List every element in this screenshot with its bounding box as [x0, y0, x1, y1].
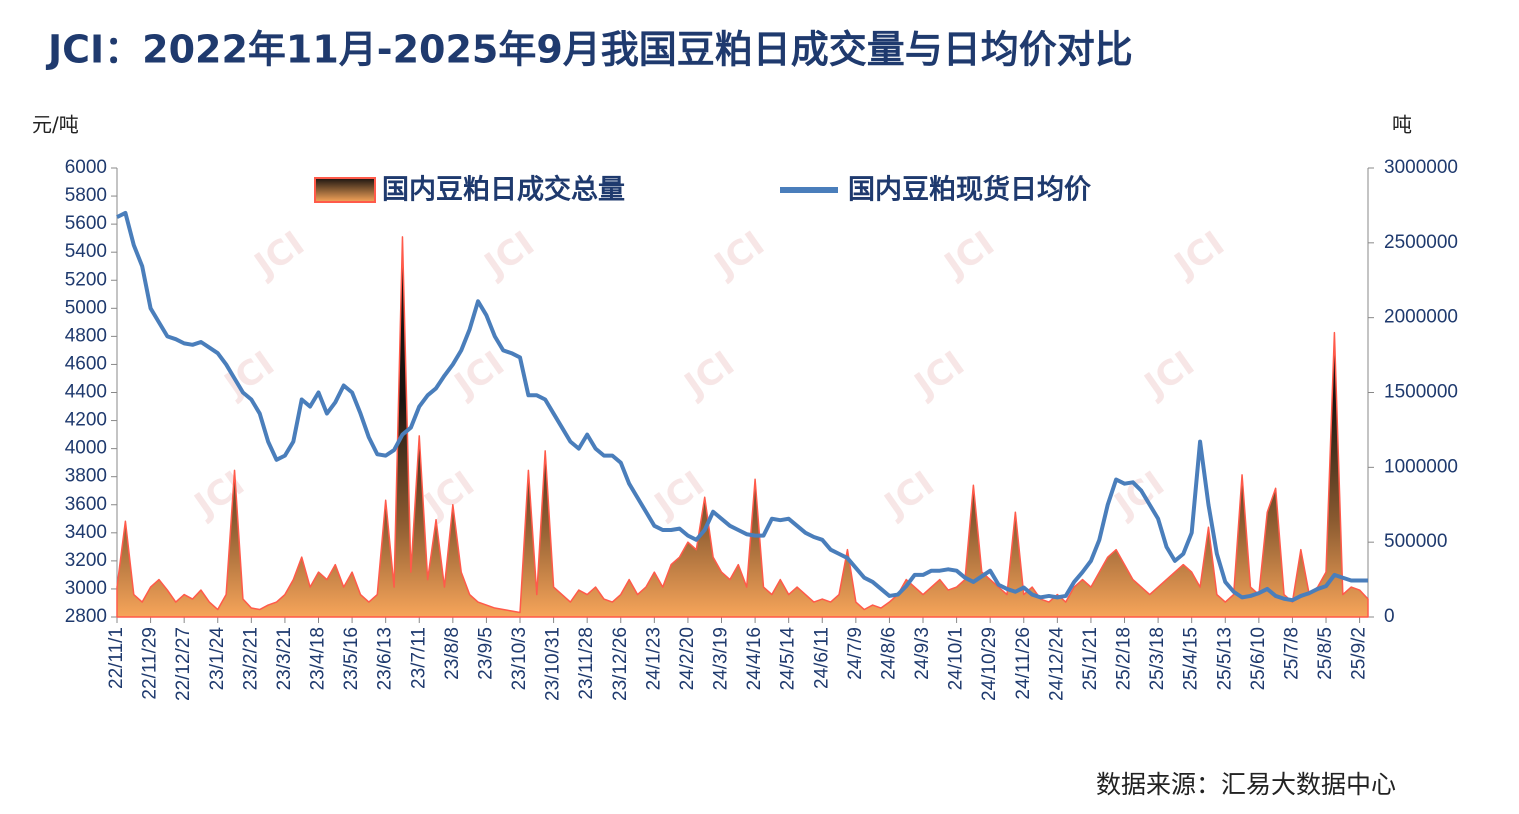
- watermark: JCI: [906, 344, 972, 407]
- x-tick-label: 23/11/28: [576, 627, 597, 700]
- watermark: JCI: [186, 464, 252, 527]
- y2-axis-label: 吨: [1392, 113, 1412, 137]
- x-tick-label: 23/12/26: [610, 627, 631, 701]
- y-tick-label: 4400: [65, 382, 107, 403]
- x-tick-label: 23/7/11: [408, 627, 429, 689]
- source-note: 数据来源：汇易大数据中心: [1096, 770, 1396, 799]
- x-tick-label: 23/3/21: [274, 627, 295, 690]
- y-tick-label: 3600: [65, 494, 107, 515]
- x-tick-label: 24/6/11: [811, 627, 832, 689]
- x-tick-label: 25/7/8: [1281, 627, 1302, 680]
- y2-tick-label: 0: [1384, 606, 1395, 627]
- y-tick-label: 4200: [65, 410, 107, 431]
- x-tick-label: 24/5/14: [778, 627, 799, 691]
- y-tick-label: 5200: [65, 269, 107, 290]
- y-axis-label: 元/吨: [32, 113, 79, 137]
- x-tick-label: 24/3/19: [711, 627, 732, 690]
- x-tick-label: 25/9/2: [1349, 627, 1370, 680]
- y2-tick-label: 1500000: [1384, 382, 1458, 403]
- y-tick-label: 5600: [65, 213, 107, 234]
- y-tick-label: 3400: [65, 522, 107, 543]
- y-tick-label: 4600: [65, 353, 107, 374]
- price-line: [116, 210, 1368, 603]
- x-tick-label: 24/10/1: [946, 627, 967, 690]
- x-tick-label: 25/3/18: [1147, 627, 1168, 690]
- watermark: JCI: [936, 224, 1002, 287]
- y-tick-label: 5400: [65, 241, 107, 262]
- x-tick-label: 24/8/6: [878, 627, 899, 680]
- x-tick-label: 24/10/29: [979, 627, 1000, 701]
- watermark: JCI: [446, 344, 512, 407]
- x-tick-label: 24/12/24: [1046, 627, 1067, 701]
- x-tick-label: 22/11/29: [140, 627, 161, 700]
- volume-area: [116, 236, 1369, 618]
- chart-title: JCI：2022年11月-2025年9月我国豆粕日成交量与日均价对比: [45, 28, 1133, 72]
- watermark: JCI: [876, 464, 942, 527]
- x-tick-label: 23/8/8: [442, 627, 463, 680]
- x-tick-label: 24/9/3: [912, 627, 933, 680]
- x-tick-label: 25/2/18: [1114, 627, 1135, 690]
- y2-tick-label: 3000000: [1384, 157, 1458, 178]
- y-tick-label: 2800: [65, 606, 107, 627]
- x-tick-label: 23/10/3: [509, 627, 530, 690]
- x-tick-label: 23/10/31: [543, 627, 564, 701]
- x-tick-label: 23/9/5: [475, 627, 496, 680]
- x-tick-label: 25/4/15: [1181, 627, 1202, 690]
- watermark: JCI: [476, 224, 542, 287]
- y2-tick-label: 2500000: [1384, 232, 1458, 253]
- watermark: JCI: [416, 464, 482, 527]
- legend-swatch-area: [314, 177, 376, 203]
- x-tick-label: 23/1/24: [207, 627, 228, 691]
- x-tick-label: 24/2/20: [677, 627, 698, 690]
- x-tick-label: 24/7/9: [845, 627, 866, 680]
- y-tick-label: 3800: [65, 466, 107, 487]
- watermark: JCI: [1166, 224, 1232, 287]
- y-tick-label: 3200: [65, 550, 107, 571]
- y2-tick-label: 1000000: [1384, 456, 1458, 477]
- x-tick-label: 23/6/13: [375, 627, 396, 690]
- y2-tick-label: 2000000: [1384, 307, 1458, 328]
- x-tick-label: 25/8/5: [1315, 627, 1336, 680]
- x-tick-label: 23/4/18: [308, 627, 329, 690]
- watermark: JCI: [706, 224, 772, 287]
- y-tick-label: 4800: [65, 325, 107, 346]
- y-tick-label: 4000: [65, 438, 107, 459]
- x-tick-label: 24/4/16: [744, 627, 765, 690]
- watermark: JCI: [676, 344, 742, 407]
- x-tick-label: 22/12/27: [173, 627, 194, 701]
- x-tick-label: 23/2/21: [240, 627, 261, 690]
- y-tick-label: 5000: [65, 297, 107, 318]
- x-tick-label: 25/5/13: [1214, 627, 1235, 690]
- y-tick-label: 6000: [65, 157, 107, 178]
- x-tick-label: 24/1/23: [643, 627, 664, 690]
- legend-label: 国内豆粕现货日均价: [848, 174, 1092, 206]
- y-tick-label: 5800: [65, 185, 107, 206]
- y2-tick-label: 500000: [1384, 531, 1447, 552]
- watermark: JCI: [1136, 344, 1202, 407]
- watermark: JCI: [1106, 464, 1172, 527]
- y-tick-label: 3000: [65, 578, 107, 599]
- x-tick-label: 22/11/1: [106, 627, 127, 689]
- x-tick-label: 25/1/21: [1080, 627, 1101, 690]
- watermark: JCI: [246, 224, 312, 287]
- x-tick-label: 24/11/26: [1013, 627, 1034, 700]
- x-tick-label: 23/5/16: [341, 627, 362, 690]
- legend-label: 国内豆粕日成交总量: [382, 174, 625, 206]
- x-tick-label: 25/6/10: [1248, 627, 1269, 690]
